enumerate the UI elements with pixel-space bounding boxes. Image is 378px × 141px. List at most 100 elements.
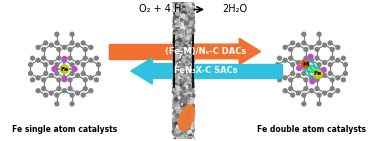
- Circle shape: [186, 103, 189, 106]
- Circle shape: [187, 16, 189, 18]
- Circle shape: [184, 90, 186, 92]
- Circle shape: [191, 126, 194, 129]
- Circle shape: [178, 88, 180, 90]
- Circle shape: [190, 90, 194, 93]
- Circle shape: [186, 18, 189, 20]
- Circle shape: [191, 106, 194, 109]
- Circle shape: [176, 94, 179, 97]
- Circle shape: [183, 66, 186, 69]
- Circle shape: [188, 92, 192, 96]
- Circle shape: [174, 24, 176, 26]
- Circle shape: [172, 130, 175, 134]
- Circle shape: [182, 83, 183, 85]
- Circle shape: [187, 84, 191, 87]
- Circle shape: [191, 68, 194, 70]
- Circle shape: [187, 104, 190, 107]
- Circle shape: [180, 1, 182, 3]
- Circle shape: [179, 67, 180, 68]
- Circle shape: [180, 118, 181, 120]
- Circle shape: [173, 95, 175, 98]
- Circle shape: [185, 93, 188, 97]
- Circle shape: [179, 116, 180, 117]
- Circle shape: [192, 9, 194, 10]
- Circle shape: [188, 72, 189, 73]
- Circle shape: [189, 61, 190, 63]
- Circle shape: [188, 80, 191, 83]
- Circle shape: [190, 34, 192, 36]
- Circle shape: [192, 61, 194, 63]
- Circle shape: [180, 58, 181, 59]
- Circle shape: [184, 111, 186, 113]
- Circle shape: [177, 98, 179, 99]
- Circle shape: [183, 101, 186, 103]
- Circle shape: [177, 88, 179, 91]
- Circle shape: [192, 117, 195, 120]
- Circle shape: [173, 70, 175, 71]
- Circle shape: [182, 90, 183, 91]
- Circle shape: [173, 57, 176, 59]
- Circle shape: [189, 48, 192, 51]
- Circle shape: [179, 8, 180, 9]
- Circle shape: [183, 27, 185, 29]
- Circle shape: [189, 41, 192, 44]
- Circle shape: [184, 15, 186, 17]
- Circle shape: [188, 16, 191, 20]
- Circle shape: [179, 132, 182, 135]
- Circle shape: [185, 113, 188, 115]
- Circle shape: [179, 94, 181, 97]
- Circle shape: [76, 43, 80, 47]
- Circle shape: [184, 77, 186, 79]
- Circle shape: [177, 110, 180, 113]
- Circle shape: [190, 29, 191, 30]
- Circle shape: [189, 89, 192, 92]
- Circle shape: [192, 13, 194, 15]
- Circle shape: [174, 61, 176, 63]
- Circle shape: [187, 85, 189, 87]
- Circle shape: [174, 101, 175, 102]
- Circle shape: [184, 81, 187, 84]
- Circle shape: [186, 87, 187, 88]
- Circle shape: [183, 111, 185, 113]
- Circle shape: [181, 45, 183, 46]
- Circle shape: [187, 67, 190, 70]
- Circle shape: [83, 78, 87, 82]
- Circle shape: [174, 98, 178, 101]
- Circle shape: [177, 11, 178, 12]
- Circle shape: [188, 119, 189, 120]
- Circle shape: [177, 74, 180, 77]
- Circle shape: [183, 31, 185, 32]
- Circle shape: [188, 15, 191, 18]
- Circle shape: [182, 35, 184, 37]
- Circle shape: [184, 61, 187, 64]
- Circle shape: [183, 137, 184, 138]
- Circle shape: [176, 101, 179, 104]
- Circle shape: [191, 35, 194, 37]
- Circle shape: [181, 100, 184, 103]
- Circle shape: [178, 85, 179, 86]
- Circle shape: [187, 107, 191, 110]
- Circle shape: [191, 67, 195, 70]
- Circle shape: [187, 33, 191, 36]
- Circle shape: [323, 61, 327, 65]
- Circle shape: [183, 29, 186, 32]
- Circle shape: [189, 91, 192, 93]
- Circle shape: [174, 13, 175, 15]
- Circle shape: [178, 27, 181, 30]
- Circle shape: [183, 7, 186, 10]
- Circle shape: [181, 89, 182, 90]
- Circle shape: [178, 29, 180, 31]
- Circle shape: [181, 107, 183, 109]
- Circle shape: [185, 118, 186, 119]
- Circle shape: [191, 5, 194, 7]
- Circle shape: [29, 63, 33, 67]
- Circle shape: [178, 105, 181, 108]
- Circle shape: [178, 132, 179, 133]
- Circle shape: [175, 125, 177, 127]
- Circle shape: [62, 45, 67, 49]
- Circle shape: [192, 59, 194, 61]
- Circle shape: [184, 107, 187, 110]
- Circle shape: [191, 65, 192, 66]
- Circle shape: [180, 77, 182, 79]
- Circle shape: [189, 48, 191, 49]
- Circle shape: [185, 36, 187, 38]
